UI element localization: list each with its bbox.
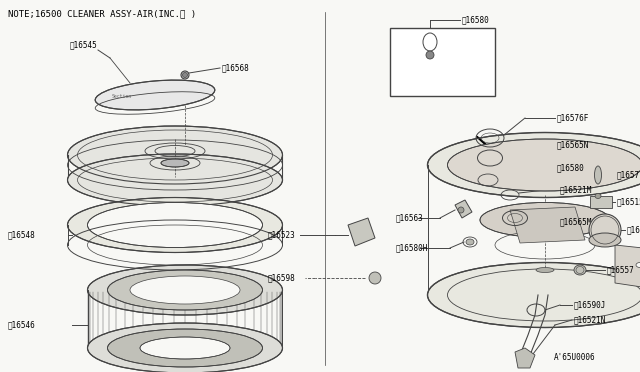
Ellipse shape <box>67 154 282 206</box>
Ellipse shape <box>426 51 434 59</box>
Text: ※16565N: ※16565N <box>557 141 589 150</box>
Text: ※16546: ※16546 <box>8 321 36 330</box>
Ellipse shape <box>67 198 282 253</box>
Ellipse shape <box>369 272 381 284</box>
Ellipse shape <box>88 202 262 247</box>
Ellipse shape <box>595 193 601 199</box>
Text: ※16563: ※16563 <box>396 214 424 222</box>
Ellipse shape <box>574 265 586 275</box>
Bar <box>590 196 612 208</box>
Ellipse shape <box>88 265 282 315</box>
Text: ※16545: ※16545 <box>70 41 98 49</box>
Polygon shape <box>348 218 375 246</box>
Ellipse shape <box>466 239 474 245</box>
Ellipse shape <box>536 267 554 273</box>
Text: A'65U0006: A'65U0006 <box>554 353 595 362</box>
Ellipse shape <box>88 323 282 372</box>
Ellipse shape <box>589 214 621 246</box>
Text: ※16548: ※16548 <box>8 231 36 240</box>
Ellipse shape <box>140 337 230 359</box>
Ellipse shape <box>589 233 621 247</box>
Polygon shape <box>455 200 472 218</box>
Text: NOTE;16500 CLEANER ASSY-AIR(INC.※ ): NOTE;16500 CLEANER ASSY-AIR(INC.※ ) <box>8 10 196 19</box>
Text: ※16577A: ※16577A <box>617 170 640 180</box>
Polygon shape <box>515 348 535 368</box>
Text: ※16521M: ※16521M <box>560 186 593 195</box>
Text: ※16515: ※16515 <box>617 198 640 206</box>
Ellipse shape <box>67 126 282 184</box>
Ellipse shape <box>447 139 640 191</box>
Ellipse shape <box>595 166 602 184</box>
Polygon shape <box>510 207 585 243</box>
Ellipse shape <box>161 159 189 167</box>
Text: ※16565M: ※16565M <box>560 218 593 227</box>
Text: ※16523: ※16523 <box>268 231 296 240</box>
Text: ※16568: ※16568 <box>222 64 250 73</box>
Text: ※16580H: ※16580H <box>396 244 428 253</box>
Bar <box>390 28 495 96</box>
Text: ※16590J: ※16590J <box>574 301 606 310</box>
Text: ※16576F: ※16576F <box>557 113 589 122</box>
Ellipse shape <box>480 202 610 237</box>
Text: CAL: CAL <box>430 51 450 61</box>
Text: ※16580: ※16580 <box>462 16 490 25</box>
Text: ※16510: ※16510 <box>627 225 640 234</box>
Ellipse shape <box>95 80 215 110</box>
Ellipse shape <box>182 73 188 77</box>
Ellipse shape <box>108 329 262 367</box>
Polygon shape <box>615 245 640 290</box>
Ellipse shape <box>130 276 240 304</box>
Ellipse shape <box>428 132 640 198</box>
Ellipse shape <box>108 270 262 310</box>
Text: ※16557: ※16557 <box>607 266 635 275</box>
Text: Sеction: Sеction <box>112 93 132 99</box>
Ellipse shape <box>458 207 464 213</box>
Text: ※16521N: ※16521N <box>574 315 606 324</box>
Ellipse shape <box>181 71 189 79</box>
Text: ※16580: ※16580 <box>557 164 585 173</box>
Ellipse shape <box>636 263 640 267</box>
Text: ※16598: ※16598 <box>268 273 296 282</box>
Ellipse shape <box>428 263 640 327</box>
